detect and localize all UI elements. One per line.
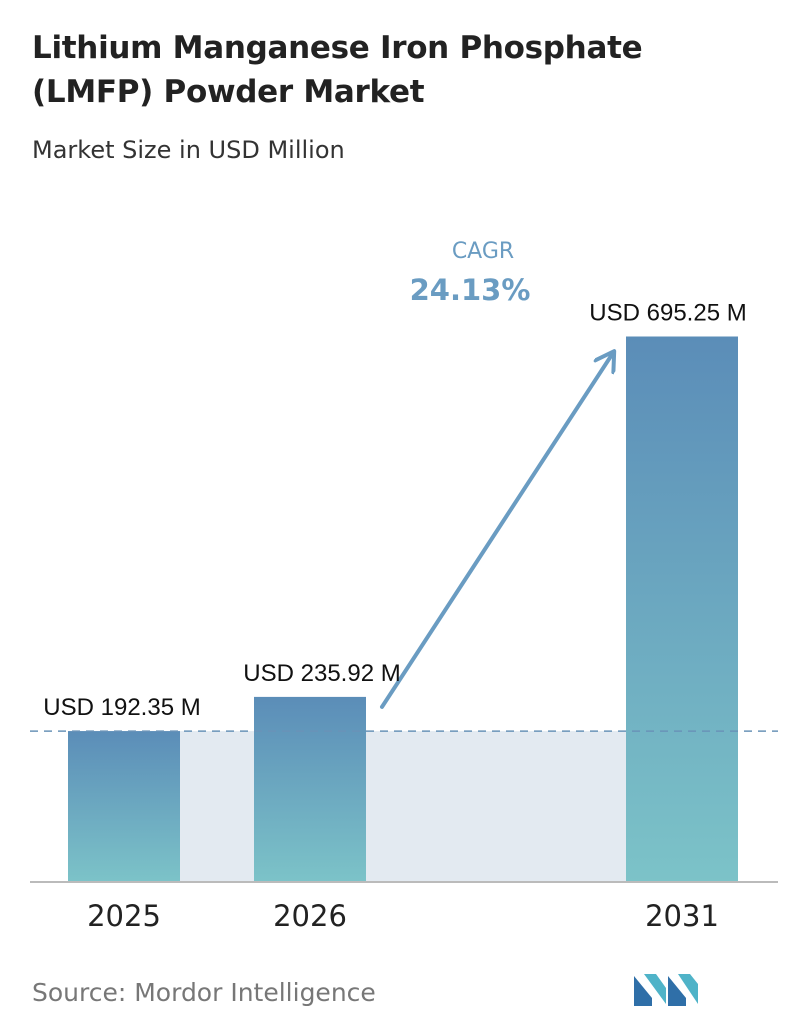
bar-2031	[626, 336, 738, 882]
x-tick-2025: 2025	[87, 899, 161, 933]
x-tick-2026: 2026	[273, 899, 347, 933]
cagr-arrow	[380, 354, 612, 709]
value-label-2026: USD 235.92 M	[243, 660, 400, 687]
cagr-label: CAGR	[452, 239, 514, 264]
bar-2026	[254, 696, 366, 882]
value-label-2025: USD 192.35 M	[43, 694, 200, 721]
chart-subtitle: Market Size in USD Million	[32, 136, 345, 164]
value-label-2031: USD 695.25 M	[589, 299, 746, 326]
x-tick-2031: 2031	[645, 899, 719, 933]
cagr-value: 24.13%	[410, 273, 531, 307]
bar-2025	[68, 731, 180, 882]
chart-title: Lithium Manganese Iron Phosphate (LMFP) …	[32, 30, 643, 110]
bar-chart: USD 192.35 M USD 235.92 M USD 695.25 M 2025…	[30, 239, 778, 933]
source-note: Source: Mordor Intelligence	[32, 978, 376, 1007]
mordor-intelligence-logo	[634, 974, 698, 1006]
